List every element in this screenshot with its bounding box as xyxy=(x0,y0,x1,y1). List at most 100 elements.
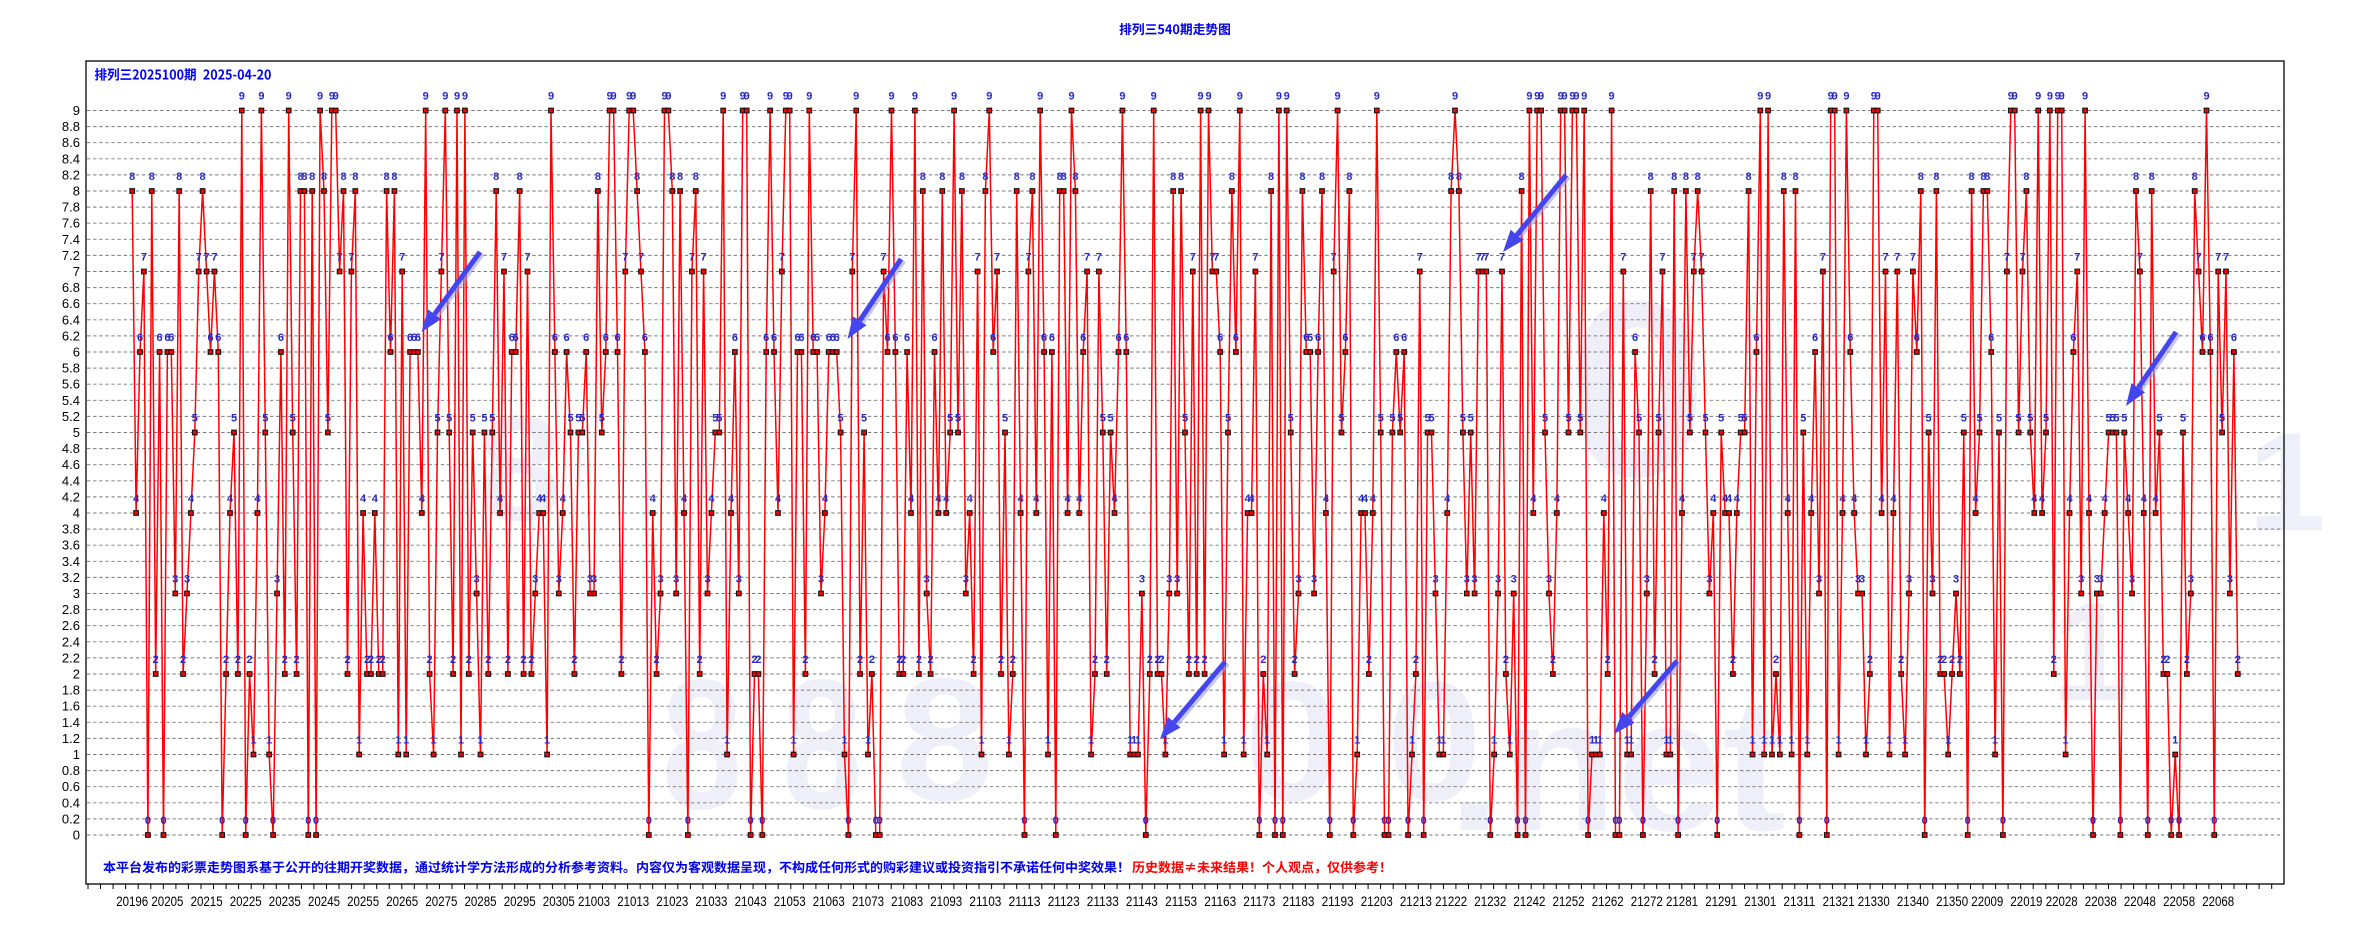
svg-text:0.6: 0.6 xyxy=(62,779,80,794)
svg-text:3: 3 xyxy=(704,574,710,586)
svg-text:9: 9 xyxy=(1374,91,1380,103)
svg-text:1: 1 xyxy=(1589,735,1595,747)
svg-text:9: 9 xyxy=(2082,91,2088,103)
svg-text:9: 9 xyxy=(806,91,812,103)
svg-text:1: 1 xyxy=(1127,735,1133,747)
svg-text:8: 8 xyxy=(1061,171,1067,183)
svg-text:1: 1 xyxy=(791,735,797,747)
svg-text:5: 5 xyxy=(2121,413,2127,425)
svg-text:6: 6 xyxy=(164,332,170,344)
svg-text:6: 6 xyxy=(1753,332,1759,344)
svg-text:1.4: 1.4 xyxy=(62,715,80,730)
svg-text:5: 5 xyxy=(712,413,718,425)
svg-text:9: 9 xyxy=(442,91,448,103)
svg-text:9: 9 xyxy=(1237,91,1243,103)
svg-text:0: 0 xyxy=(1021,815,1027,827)
svg-text:9: 9 xyxy=(1335,91,1341,103)
svg-text:7: 7 xyxy=(1252,252,1258,264)
svg-text:0.4: 0.4 xyxy=(62,795,80,810)
svg-text:4: 4 xyxy=(188,493,195,505)
svg-text:3: 3 xyxy=(1174,574,1180,586)
svg-text:1: 1 xyxy=(1945,735,1951,747)
svg-text:2: 2 xyxy=(2051,654,2057,666)
svg-text:5: 5 xyxy=(1182,413,1188,425)
svg-text:9: 9 xyxy=(720,91,726,103)
svg-text:9: 9 xyxy=(665,91,671,103)
svg-text:8: 8 xyxy=(1029,171,1035,183)
svg-text:7: 7 xyxy=(1699,252,1705,264)
svg-text:0: 0 xyxy=(1053,815,1059,827)
svg-text:4: 4 xyxy=(2066,493,2073,505)
svg-text:5.8: 5.8 xyxy=(62,361,80,376)
svg-text:3: 3 xyxy=(1859,574,1865,586)
svg-text:4: 4 xyxy=(1890,493,1897,505)
svg-text:6: 6 xyxy=(1233,332,1239,344)
svg-text:2: 2 xyxy=(223,654,229,666)
svg-text:1: 1 xyxy=(1436,735,1442,747)
svg-text:2: 2 xyxy=(1937,654,1943,666)
svg-text:6: 6 xyxy=(931,332,937,344)
svg-text:2: 2 xyxy=(857,654,863,666)
svg-text:0: 0 xyxy=(1522,815,1528,827)
svg-text:6: 6 xyxy=(1988,332,1994,344)
svg-text:0: 0 xyxy=(759,815,765,827)
svg-text:2: 2 xyxy=(1010,654,1016,666)
svg-text:9: 9 xyxy=(1581,91,1587,103)
svg-text:9: 9 xyxy=(607,91,613,103)
svg-text:5: 5 xyxy=(947,413,953,425)
svg-text:8: 8 xyxy=(669,171,675,183)
svg-text:4: 4 xyxy=(2102,493,2109,505)
svg-text:4: 4 xyxy=(2141,493,2148,505)
svg-text:3: 3 xyxy=(2188,574,2194,586)
svg-text:6: 6 xyxy=(1914,332,1920,344)
svg-text:3.2: 3.2 xyxy=(62,570,80,585)
svg-text:1: 1 xyxy=(1667,735,1673,747)
svg-text:9: 9 xyxy=(951,91,957,103)
svg-text:0: 0 xyxy=(1616,815,1622,827)
svg-text:5: 5 xyxy=(1428,413,1434,425)
svg-text:9: 9 xyxy=(744,91,750,103)
svg-text:8: 8 xyxy=(176,171,182,183)
svg-text:1: 1 xyxy=(1006,735,1012,747)
svg-text:0: 0 xyxy=(2090,815,2096,827)
svg-text:3: 3 xyxy=(587,574,593,586)
svg-text:6: 6 xyxy=(583,332,589,344)
svg-text:5: 5 xyxy=(1002,413,1008,425)
svg-text:3: 3 xyxy=(2129,574,2135,586)
svg-text:1: 1 xyxy=(1628,735,1634,747)
svg-text:4: 4 xyxy=(1879,493,1886,505)
svg-text:5: 5 xyxy=(1926,413,1932,425)
svg-text:1: 1 xyxy=(250,735,256,747)
svg-text:21183: 21183 xyxy=(1283,894,1315,909)
svg-text:7: 7 xyxy=(1691,252,1697,264)
svg-text:2: 2 xyxy=(376,654,382,666)
svg-text:2: 2 xyxy=(466,654,472,666)
svg-text:0: 0 xyxy=(2176,815,2182,827)
svg-text:.net: .net xyxy=(1448,659,1786,871)
svg-text:7: 7 xyxy=(1417,252,1423,264)
svg-text:8: 8 xyxy=(129,171,135,183)
svg-text:1: 1 xyxy=(395,735,401,747)
svg-text:5: 5 xyxy=(470,413,476,425)
svg-text:9: 9 xyxy=(2055,91,2061,103)
svg-text:5: 5 xyxy=(231,413,237,425)
svg-text:9: 9 xyxy=(1284,91,1290,103)
svg-text:4: 4 xyxy=(1851,493,1858,505)
svg-text:4: 4 xyxy=(1245,493,1252,505)
svg-text:2: 2 xyxy=(998,654,1004,666)
svg-text:5: 5 xyxy=(1976,413,1982,425)
svg-text:6: 6 xyxy=(1049,332,1055,344)
svg-text:3.8: 3.8 xyxy=(62,522,80,537)
svg-text:2: 2 xyxy=(1292,654,1298,666)
svg-text:6: 6 xyxy=(603,332,609,344)
svg-text:5: 5 xyxy=(1636,413,1642,425)
svg-text:4.8: 4.8 xyxy=(62,441,80,456)
svg-text:5: 5 xyxy=(489,413,495,425)
svg-text:9: 9 xyxy=(462,91,468,103)
svg-text:8: 8 xyxy=(1792,171,1798,183)
svg-text:5: 5 xyxy=(325,413,331,425)
svg-text:8: 8 xyxy=(1072,171,1078,183)
svg-text:4: 4 xyxy=(133,493,140,505)
svg-text:8: 8 xyxy=(2023,171,2029,183)
svg-text:1: 1 xyxy=(2172,735,2178,747)
